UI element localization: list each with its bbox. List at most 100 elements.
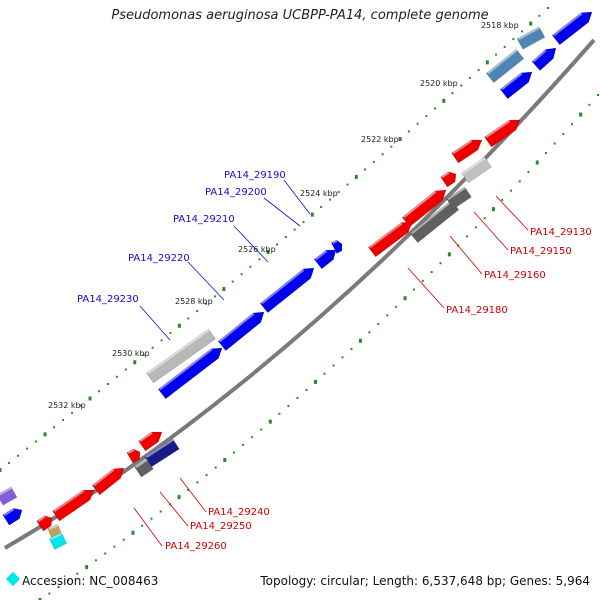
tick-mark — [439, 262, 442, 265]
forward-gene-arrow[interactable] — [313, 245, 339, 270]
forward-gene-arrow[interactable] — [409, 199, 460, 244]
forward-gene-arrow[interactable] — [146, 328, 216, 384]
gene-label[interactable]: PA14_29130 — [530, 227, 592, 238]
tick-label: 2520 kbp — [420, 79, 458, 88]
tick-mark — [293, 228, 296, 231]
tick-mark — [177, 495, 181, 500]
forward-gene-arrow[interactable] — [259, 263, 317, 314]
reverse-gene-arrow[interactable] — [451, 135, 486, 164]
tick-mark — [377, 322, 380, 325]
forward-gene-arrow[interactable] — [157, 343, 225, 400]
gene-label[interactable]: PA14_29190 — [224, 170, 286, 181]
tick-mark — [398, 137, 402, 142]
tick-mark — [442, 98, 446, 103]
tick-mark — [447, 252, 451, 257]
tick-mark — [242, 443, 245, 446]
gene-label[interactable]: PA14_29250 — [190, 521, 252, 532]
leader-line — [179, 477, 207, 513]
tick-label: 2526 kbp — [238, 245, 276, 254]
tick-mark — [544, 152, 547, 155]
tick-mark — [169, 332, 172, 335]
forward-gene-arrow[interactable] — [485, 48, 525, 84]
tick-mark — [276, 243, 278, 246]
tick-mark — [43, 432, 47, 437]
reverse-gene-arrow[interactable] — [91, 463, 127, 496]
tick-mark — [122, 538, 125, 541]
reverse-gene-arrow[interactable] — [138, 427, 166, 452]
forward-gene-arrow[interactable] — [516, 26, 546, 50]
gene-label[interactable]: PA14_29210 — [173, 214, 235, 225]
forward-gene-arrow[interactable] — [461, 156, 492, 184]
accession-text: Accession: NC_008463 — [22, 574, 159, 588]
tick-mark — [421, 279, 424, 282]
forward-gene-arrow[interactable] — [330, 239, 344, 254]
tick-mark — [8, 461, 11, 464]
tick-mark — [529, 21, 533, 26]
tick-mark — [214, 466, 217, 469]
gene-label[interactable]: PA14_29180 — [446, 305, 508, 316]
tick-mark — [141, 524, 144, 527]
tick-mark — [310, 212, 314, 217]
label-leaders — [133, 179, 529, 547]
tick-mark — [131, 530, 135, 535]
reverse-gene-arrow[interactable] — [52, 485, 98, 522]
gene-labels[interactable]: PA14_29190 PA14_29200 PA14_29210 PA14_29220… — [77, 170, 592, 552]
tick-mark — [368, 331, 371, 334]
gene-label[interactable]: PA14_29230 — [77, 294, 139, 305]
tick-mark — [80, 404, 83, 407]
tick-label: 2528 kbp — [175, 297, 213, 306]
tick-mark — [579, 112, 583, 117]
tick-mark — [159, 510, 162, 513]
map-title: Pseudomonas aeruginosa UCBPP-PA14, compl… — [111, 8, 489, 23]
forward-gene-arrow[interactable] — [217, 307, 268, 352]
tick-label: 2532 kbp — [48, 401, 86, 410]
gene-label[interactable]: PA14_29240 — [208, 507, 270, 518]
forward-gene-arrow[interactable] — [499, 67, 535, 100]
leader-line — [133, 507, 163, 547]
forward-gene-arrow[interactable] — [551, 7, 595, 46]
tick-mark — [187, 488, 190, 491]
tick-mark — [85, 565, 89, 570]
tick-mark — [150, 517, 153, 520]
tick-mark — [518, 180, 521, 183]
tick-mark — [287, 404, 290, 407]
tick-mark — [553, 142, 556, 145]
forward-gene-arrow[interactable] — [0, 486, 18, 506]
tick-mark — [430, 271, 433, 274]
tick-mark — [512, 38, 515, 41]
tick-mark — [232, 451, 235, 454]
tick-mark — [320, 206, 323, 209]
forward-gene-arrow[interactable] — [446, 186, 472, 210]
gene-label[interactable]: PA14_29260 — [165, 541, 227, 552]
tick-mark — [547, 7, 549, 9]
reverse-gene-arrow[interactable] — [368, 217, 415, 258]
leader-line — [159, 491, 189, 527]
tick-mark — [222, 287, 226, 292]
gene-label[interactable]: PA14_29200 — [205, 187, 267, 198]
reverse-gene-arrow[interactable] — [36, 513, 56, 532]
tick-mark — [231, 280, 234, 283]
tick-mark — [0, 468, 2, 472]
reverse-gene-arrow[interactable] — [440, 169, 460, 188]
tick-mark — [597, 94, 599, 96]
forward-gene-arrow[interactable] — [2, 505, 25, 526]
tick-mark — [477, 69, 480, 72]
gene-features[interactable] — [0, 7, 596, 550]
leader-line — [263, 197, 301, 227]
tick-dots-outer — [0, 7, 549, 472]
tick-mark — [434, 107, 437, 110]
tick-mark — [483, 217, 486, 220]
forward-gene-arrow[interactable] — [134, 458, 154, 478]
gene-label[interactable]: PA14_29220 — [128, 253, 190, 264]
tick-mark — [213, 295, 216, 298]
gene-label[interactable]: PA14_29160 — [484, 270, 546, 281]
tick-label: 2518 kbp — [481, 21, 519, 30]
forward-gene-arrow[interactable] — [48, 532, 68, 550]
forward-gene-arrow[interactable] — [531, 44, 560, 71]
tick-mark — [76, 572, 79, 575]
reverse-gene-arrow[interactable] — [126, 447, 143, 464]
tick-mark — [177, 323, 181, 328]
gene-label[interactable]: PA14_29150 — [510, 246, 572, 257]
reverse-gene-arrow[interactable] — [484, 115, 524, 148]
